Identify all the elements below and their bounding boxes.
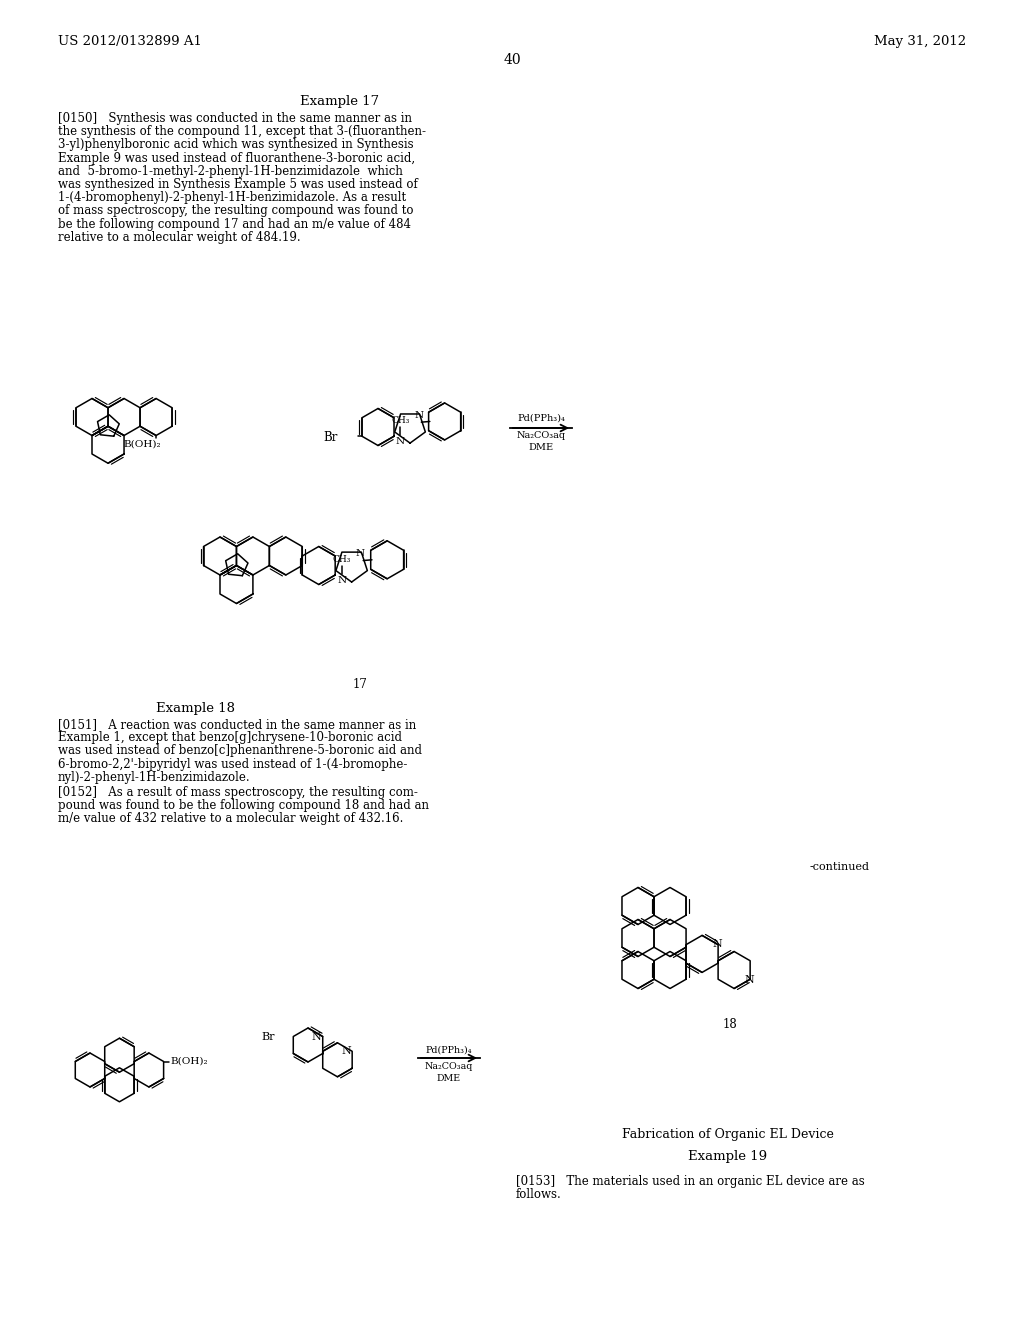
Text: US 2012/0132899 A1: US 2012/0132899 A1 <box>58 36 202 48</box>
Text: Na₂CO₃aq: Na₂CO₃aq <box>516 432 565 440</box>
Text: Pd(PPh₃)₄: Pd(PPh₃)₄ <box>517 414 565 422</box>
Text: May 31, 2012: May 31, 2012 <box>873 36 966 48</box>
Text: 3-yl)phenylboronic acid which was synthesized in Synthesis: 3-yl)phenylboronic acid which was synthe… <box>58 139 414 152</box>
Text: Pd(PPh₃)₄: Pd(PPh₃)₄ <box>426 1045 472 1055</box>
Text: Br: Br <box>324 432 338 445</box>
Text: -continued: -continued <box>810 862 870 873</box>
Text: follows.: follows. <box>516 1188 562 1201</box>
Text: Example 19: Example 19 <box>688 1150 768 1163</box>
Text: Br: Br <box>262 1031 275 1041</box>
Text: was used instead of benzo[c]phenanthrene-5-boronic aid and: was used instead of benzo[c]phenanthrene… <box>58 744 422 758</box>
Text: Example 17: Example 17 <box>300 95 380 108</box>
Text: N: N <box>744 975 754 985</box>
Text: DME: DME <box>528 444 554 451</box>
Text: [0153]   The materials used in an organic EL device are as: [0153] The materials used in an organic … <box>516 1175 864 1188</box>
Text: DME: DME <box>437 1074 461 1082</box>
Text: Example 18: Example 18 <box>156 702 234 715</box>
Text: 1-(4-bromophenyl)-2-phenyl-1H-benzimidazole. As a result: 1-(4-bromophenyl)-2-phenyl-1H-benzimidaz… <box>58 191 407 205</box>
Text: Example 1, except that benzo[g]chrysene-10-boronic acid: Example 1, except that benzo[g]chrysene-… <box>58 731 402 744</box>
Text: the synthesis of the compound 11, except that 3-(fluoranthen-: the synthesis of the compound 11, except… <box>58 125 426 139</box>
Text: 6-bromo-2,2'-bipyridyl was used instead of 1-(4-bromophe-: 6-bromo-2,2'-bipyridyl was used instead … <box>58 758 408 771</box>
Text: and  5-bromo-1-methyl-2-phenyl-1H-benzimidazole  which: and 5-bromo-1-methyl-2-phenyl-1H-benzimi… <box>58 165 402 178</box>
Text: was synthesized in Synthesis Example 5 was used instead of: was synthesized in Synthesis Example 5 w… <box>58 178 418 191</box>
Text: B(OH)₂: B(OH)₂ <box>171 1056 208 1065</box>
Text: CH₃: CH₃ <box>391 417 410 425</box>
Text: N: N <box>396 437 404 446</box>
Text: of mass spectroscopy, the resulting compound was found to: of mass spectroscopy, the resulting comp… <box>58 205 414 218</box>
Text: B(OH)₂: B(OH)₂ <box>123 440 161 449</box>
Text: relative to a molecular weight of 484.19.: relative to a molecular weight of 484.19… <box>58 231 301 244</box>
Text: Na₂CO₃aq: Na₂CO₃aq <box>425 1063 473 1071</box>
Text: CH₃: CH₃ <box>333 556 351 565</box>
Text: Fabrication of Organic EL Device: Fabrication of Organic EL Device <box>622 1129 834 1140</box>
Text: [0151]   A reaction was conducted in the same manner as in: [0151] A reaction was conducted in the s… <box>58 718 416 731</box>
Text: N: N <box>341 1047 351 1056</box>
Text: nyl)-2-phenyl-1H-benzimidazole.: nyl)-2-phenyl-1H-benzimidazole. <box>58 771 251 784</box>
Text: N: N <box>311 1031 322 1041</box>
Text: N: N <box>337 576 346 585</box>
Text: N: N <box>414 412 423 420</box>
Text: N: N <box>355 549 365 558</box>
Text: N: N <box>713 939 722 949</box>
Text: 40: 40 <box>503 53 521 67</box>
Text: Example 9 was used instead of fluoranthene-3-boronic acid,: Example 9 was used instead of fluoranthe… <box>58 152 415 165</box>
Text: [0152]   As a result of mass spectroscopy, the resulting com-: [0152] As a result of mass spectroscopy,… <box>58 785 418 799</box>
Text: 17: 17 <box>352 678 368 690</box>
Text: 18: 18 <box>723 1018 737 1031</box>
Text: pound was found to be the following compound 18 and had an: pound was found to be the following comp… <box>58 799 429 812</box>
Text: be the following compound 17 and had an m/e value of 484: be the following compound 17 and had an … <box>58 218 411 231</box>
Text: [0150]   Synthesis was conducted in the same manner as in: [0150] Synthesis was conducted in the sa… <box>58 112 412 125</box>
Text: m/e value of 432 relative to a molecular weight of 432.16.: m/e value of 432 relative to a molecular… <box>58 812 403 825</box>
